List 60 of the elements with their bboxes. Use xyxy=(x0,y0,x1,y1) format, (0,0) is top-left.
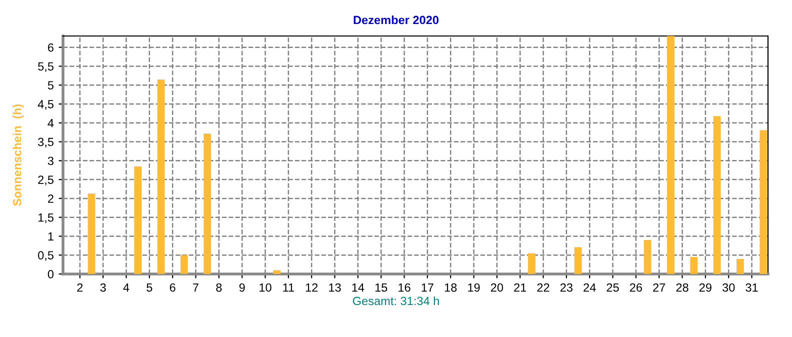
x-tick-label: 10 xyxy=(260,283,272,292)
x-tick-label: 28 xyxy=(676,283,688,292)
x-tick-label: 29 xyxy=(699,283,712,292)
x-tick-label: 6 xyxy=(170,283,176,292)
x-tick-label: 9 xyxy=(239,283,245,292)
x-tick-label: 14 xyxy=(352,283,364,292)
y-tick-label: 0 xyxy=(48,270,54,278)
y-tick-label: 4,5 xyxy=(38,100,54,110)
x-tick-label: 26 xyxy=(630,283,642,292)
bar xyxy=(204,133,212,274)
y-tick-label: 2,5 xyxy=(38,176,54,186)
chart-title: Dezember 2020 xyxy=(354,16,439,24)
x-tick-label: 3 xyxy=(100,283,106,292)
bar xyxy=(88,194,96,274)
y-tick-label: 1 xyxy=(48,232,54,240)
y-tick-label: 5 xyxy=(48,81,54,90)
bar xyxy=(574,247,582,274)
bar xyxy=(134,166,142,274)
bar xyxy=(528,253,536,274)
x-tick-label: 13 xyxy=(329,283,341,292)
x-tick-label: 12 xyxy=(306,283,318,292)
bar xyxy=(157,79,165,274)
y-tick-label: 4 xyxy=(48,119,54,128)
x-tick-label: 21 xyxy=(514,283,526,292)
bar xyxy=(736,258,744,274)
x-tick-label: 27 xyxy=(653,283,666,292)
x-tick-label: 19 xyxy=(468,283,480,292)
y-axis-title: Sonnenschein (h) xyxy=(12,104,24,206)
y-tick-label: 3,5 xyxy=(38,138,54,148)
x-tick-label: 18 xyxy=(444,283,457,292)
x-tick-label: 20 xyxy=(490,283,504,292)
x-tick-label: 16 xyxy=(398,283,410,292)
bar xyxy=(666,36,674,274)
x-tick-label: 30 xyxy=(722,283,735,292)
x-tick-label: 11 xyxy=(283,283,294,292)
bar xyxy=(713,116,721,274)
x-tick-label: 15 xyxy=(375,283,388,292)
x-tick-label: 22 xyxy=(537,283,550,292)
y-tick-label: 6 xyxy=(48,43,54,52)
x-tick-label: 5 xyxy=(146,283,152,292)
x-tick-label: 17 xyxy=(422,283,434,292)
bar xyxy=(273,270,281,274)
bar xyxy=(180,255,188,274)
y-tick-label: 2 xyxy=(48,194,54,203)
x-tick-label: 2 xyxy=(77,283,83,292)
x-tick-label: 4 xyxy=(123,283,130,292)
y-tick-label: 0,5 xyxy=(38,251,54,261)
y-tick-label: 5,5 xyxy=(38,62,54,72)
x-tick-label: 31 xyxy=(746,283,758,292)
y-tick-label: 1,5 xyxy=(38,213,54,224)
x-tick-label: 8 xyxy=(216,283,222,292)
x-tick-label: 24 xyxy=(584,283,596,292)
x-tick-label: 25 xyxy=(606,283,619,292)
y-tick-label: 3 xyxy=(48,156,54,166)
x-tick-label: 7 xyxy=(193,283,198,292)
text: Gesamt: 31:34 h xyxy=(352,296,439,306)
bar xyxy=(690,257,698,274)
bar xyxy=(760,130,768,274)
x-tick-label: 23 xyxy=(560,283,572,292)
bar xyxy=(644,240,652,274)
